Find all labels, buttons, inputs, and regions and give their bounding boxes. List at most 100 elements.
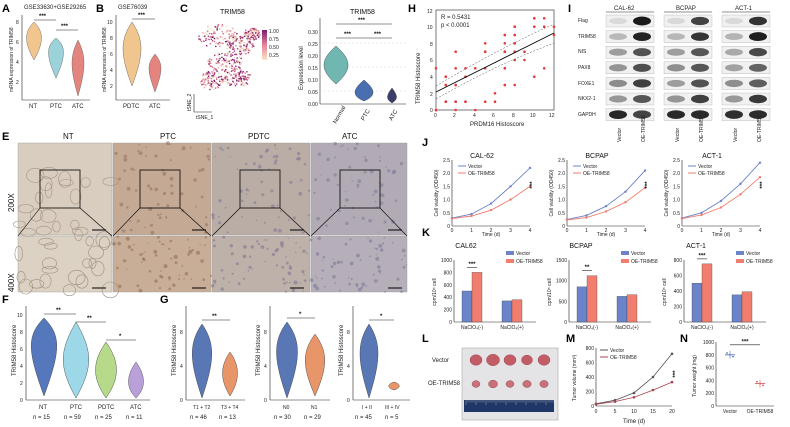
tsne-point (237, 75, 240, 77)
tsne-point (213, 54, 216, 57)
panel-n-ylabel: Tumor weight (mg) (692, 355, 698, 397)
panel-j-xtick: 4 (644, 228, 647, 234)
blot-band (691, 79, 709, 88)
ihc-nucleus (350, 278, 353, 280)
tsne-point (247, 40, 250, 43)
panel-d-ytick: 0.20 (308, 54, 318, 60)
tsne-point (235, 53, 238, 56)
tsne-point (233, 83, 236, 85)
tsne-point (231, 78, 233, 80)
ihc-follicle (71, 226, 89, 236)
tsne-point (217, 67, 220, 69)
blot-band (609, 79, 627, 88)
ihc-nucleus (379, 248, 384, 252)
ihc-zoom-box (39, 169, 81, 209)
panel-k-bar-vector (501, 300, 513, 323)
panel-k-legend-label: Vector (631, 251, 646, 257)
ihc-zoom-line (112, 207, 141, 237)
tsne-point (206, 82, 209, 85)
tsne-point (225, 80, 227, 83)
panel-d-violin-normal (323, 45, 349, 85)
ihc-nucleus (368, 239, 373, 243)
ihc-nucleus (256, 219, 258, 222)
ihc-nucleus (148, 270, 152, 273)
ihc-follicle (88, 258, 97, 269)
ihc-nucleus (368, 218, 372, 223)
tsne-point (221, 68, 224, 71)
ihc-nucleus (144, 155, 147, 158)
panel-h-point (533, 25, 536, 29)
ihc-nucleus (264, 221, 266, 224)
panel-i-cell: ACT-1 (735, 6, 753, 12)
panel-k-bar-oe (741, 291, 753, 323)
panel-d-star: *** (374, 32, 382, 38)
tsne-point (225, 29, 228, 31)
tsne-point (224, 54, 226, 56)
ihc-follicle (17, 204, 34, 214)
tsne-point (226, 75, 229, 78)
panel-f-ytick: 8 (20, 330, 23, 336)
panel-g-ylabel: TRIM58 Histoscore (256, 324, 262, 376)
tsne-point (236, 57, 238, 59)
ihc-zoom-line (79, 207, 113, 237)
panel-h-point (552, 25, 556, 29)
ihc-nucleus (259, 154, 263, 159)
tsne-point (232, 42, 234, 44)
panel-label-k: K (422, 227, 430, 239)
ihc-nucleus (276, 248, 279, 251)
panel-a-ytick: 8 (16, 20, 19, 26)
ihc-nucleus (333, 141, 338, 146)
ihc-nucleus (380, 183, 384, 187)
panel-h-point (493, 100, 497, 103)
ihc-nucleus (332, 275, 336, 279)
panel-j-point-vector (719, 199, 723, 203)
ihc-nucleus (301, 231, 304, 234)
ihc-nucleus (345, 221, 349, 226)
ihc-nucleus (158, 287, 162, 290)
panel-b-title: GSE76039 (118, 5, 148, 11)
tsne-point (228, 62, 231, 65)
ihc-nucleus (264, 260, 266, 263)
panel-h-ytick: 6 (430, 58, 433, 64)
tsne-point (227, 41, 229, 43)
panel-c-legend-tick: 0.75 (269, 37, 279, 43)
tsne-point (229, 35, 231, 38)
panel-h-plot-frame (435, 9, 555, 111)
panel-j-title: CAL-62 (470, 153, 494, 160)
tsne-point (202, 74, 204, 77)
tsne-point (215, 45, 217, 48)
panel-i-band-label: NIS (578, 49, 587, 55)
ihc-nucleus (273, 228, 278, 233)
tsne-point (212, 74, 214, 77)
panel-j-point-oe (585, 216, 588, 219)
ihc-image (17, 142, 113, 236)
panel-h-ytick: 4 (430, 75, 433, 81)
ihc-nucleus (369, 169, 374, 174)
tsne-point (237, 60, 239, 62)
tsne-point (243, 44, 245, 47)
panel-f: TRIM58 Histoscore 0 2 4 6 8 10 ** ** * N… (12, 306, 150, 421)
tsne-point (229, 41, 231, 43)
panel-k-legend-label: OE-TRIM58 (516, 259, 543, 265)
panel-j-point-vector (489, 202, 493, 205)
blot-band (749, 48, 767, 57)
panel-label-f: F (2, 294, 9, 306)
ihc-follicle (16, 271, 26, 284)
ihc-nucleus (285, 261, 289, 265)
tsne-point (217, 42, 219, 45)
tsne-point (226, 79, 229, 81)
tsne-point (251, 31, 254, 34)
tsne-point (232, 69, 235, 72)
panel-j-point-oe (528, 185, 532, 188)
panel-m-point-oe (670, 380, 674, 384)
panel-h-point (513, 83, 516, 87)
tumor-oe (505, 380, 515, 388)
ihc-nucleus (160, 213, 162, 216)
panel-j-xtick: 2 (720, 228, 723, 234)
ihc-nucleus (231, 272, 234, 275)
ihc-nucleus (314, 275, 317, 278)
ihc-follicle (102, 177, 119, 186)
panel-k-ylabel: cpm/10⁵ cell (547, 278, 553, 305)
tsne-point (235, 73, 237, 75)
tsne-point (232, 33, 234, 35)
